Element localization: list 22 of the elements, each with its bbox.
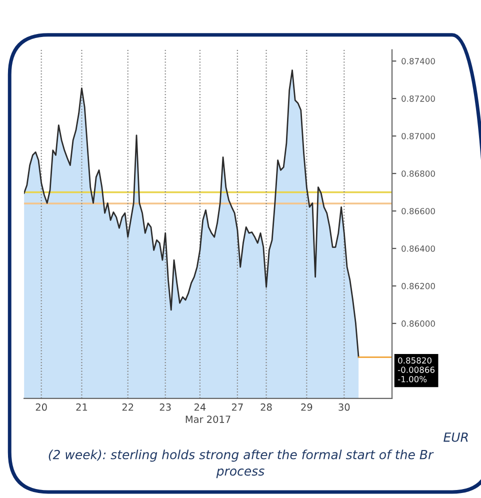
text: process [216,468,264,478]
text: EUR [444,432,468,442]
x-tick-label: 24 [194,403,206,411]
text: 0.85820 -0.00866 -1.00% [398,357,435,382]
y-tick-label: 0.87400 [402,58,435,64]
text: (2 week): sterling holds strong after the formal start of the Br [48,450,434,462]
x-tick-label: 27 [232,403,243,411]
y-tick-label: 0.87000 [402,132,435,140]
x-tick-label: 30 [338,403,350,411]
y-tick-label: 0.86000 [402,320,435,327]
x-tick-label: 29 [301,403,312,411]
x-tick-label: 21 [76,403,88,411]
y-tick-label: 0.87200 [402,96,435,102]
x-tick-label: 22 [122,403,134,411]
y-tick-label: 0.86200 [402,282,435,290]
y-tick-label: 0.86400 [402,245,435,252]
x-tick-label: 28 [260,403,272,411]
x-axis-title: Mar 2017 [186,416,230,423]
x-tick-label: 23 [160,403,171,411]
x-tick-label: 20 [36,403,47,411]
y-tick-label: 0.86600 [402,208,435,214]
y-tick-label: 0.86800 [402,170,435,177]
